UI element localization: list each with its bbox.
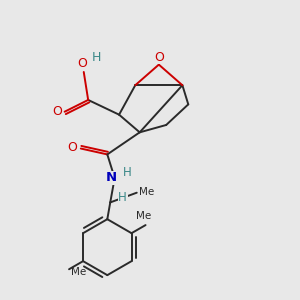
Text: H: H	[92, 51, 101, 64]
Text: N: N	[106, 172, 117, 184]
Text: H: H	[123, 166, 131, 179]
Text: O: O	[77, 57, 87, 70]
Text: O: O	[68, 141, 77, 154]
Text: Me: Me	[71, 267, 87, 277]
Text: Me: Me	[139, 187, 154, 197]
Text: H: H	[118, 191, 127, 205]
Text: O: O	[52, 105, 62, 118]
Text: O: O	[154, 51, 164, 64]
Text: Me: Me	[136, 211, 151, 221]
